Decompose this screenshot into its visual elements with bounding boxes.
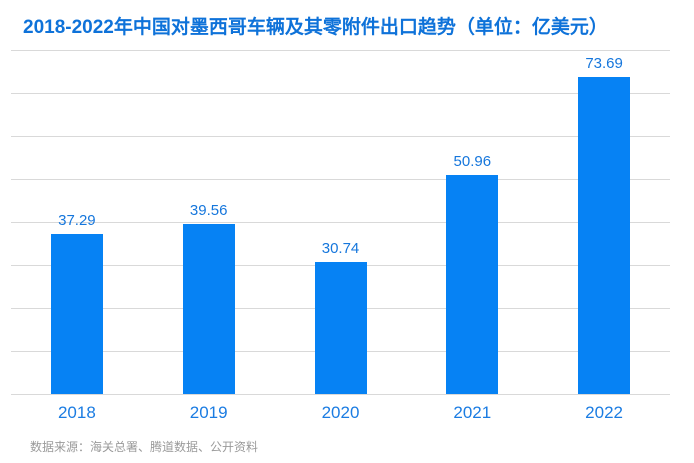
bar-value-label-2022: 73.69 [585, 55, 623, 73]
bar-2018 [50, 233, 103, 394]
bar-2019 [182, 223, 235, 394]
gridline-y-80 [11, 50, 670, 51]
gridline-y-0 [11, 394, 670, 395]
x-tick-label-2020: 2020 [321, 403, 360, 422]
bar-2022 [578, 77, 631, 394]
x-tick-label-2022: 2022 [585, 403, 624, 422]
chart-title: 2018-2022年中国对墨西哥车辆及其零附件出口趋势（单位：亿美元） [23, 17, 608, 38]
gridline-y-60 [11, 136, 670, 137]
bar-2020 [314, 261, 367, 394]
bar-chart-plot-area: 37.29 39.56 30.74 50.96 73.69 [11, 50, 670, 395]
bar-value-label-2019: 39.56 [189, 201, 228, 219]
bar-value-label-2018: 37.29 [58, 211, 96, 229]
x-tick-label-2018: 2018 [57, 403, 96, 422]
x-tick-label-2021: 2021 [453, 403, 492, 422]
bar-value-label-2020: 30.74 [321, 239, 360, 257]
gridline-y-40 [11, 222, 670, 223]
x-tick-label-2019: 2019 [189, 403, 228, 422]
gridline-y-70 [11, 93, 670, 94]
gridline-y-50 [11, 179, 670, 180]
bar-value-label-2021: 50.96 [453, 152, 492, 170]
bar-2021 [446, 174, 499, 394]
data-source-note: 数据来源：海关总署、腾道数据、公开资料 [30, 440, 259, 454]
